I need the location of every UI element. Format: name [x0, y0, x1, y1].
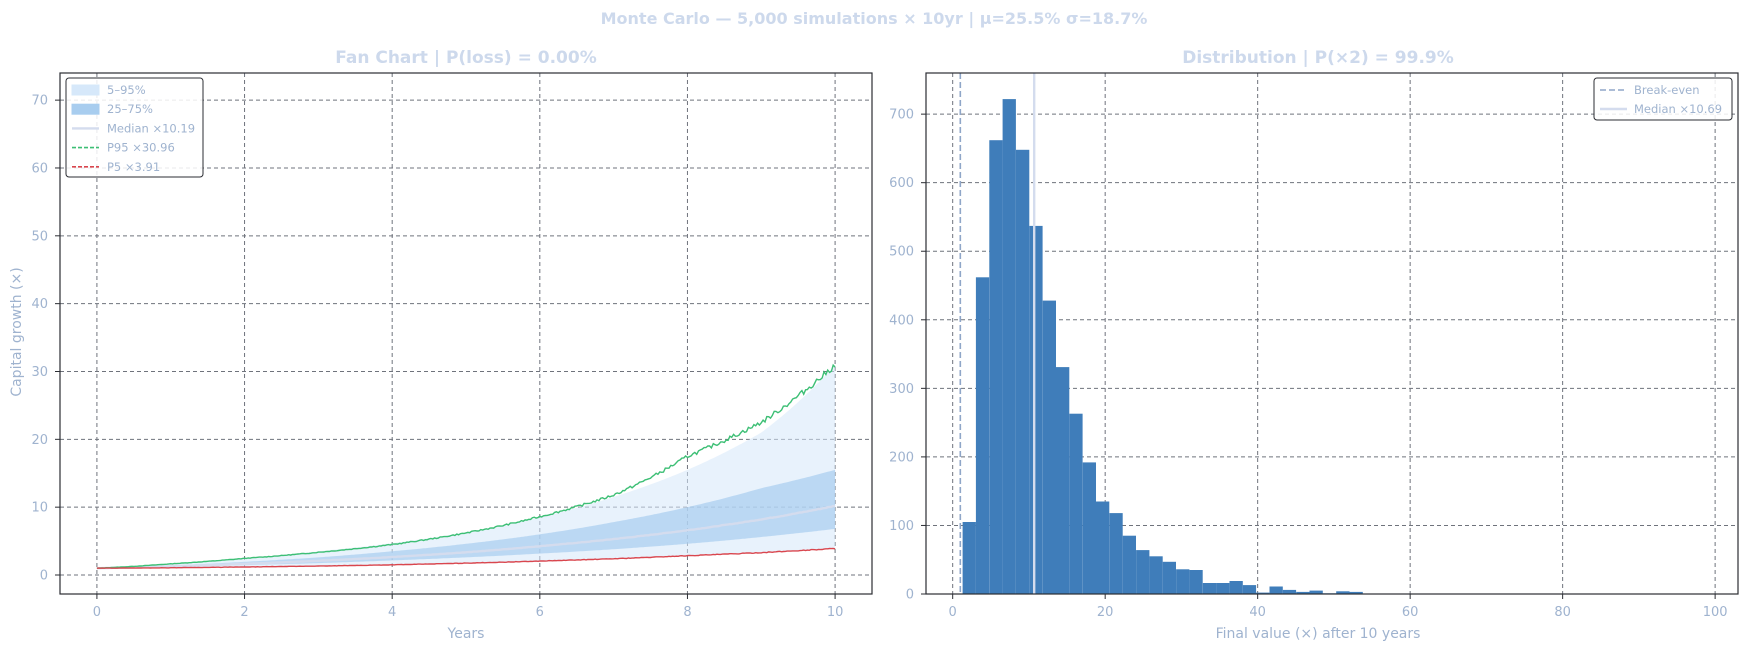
histogram-chart: Distribution | P(×2) = 99.9% 0 20 40 60 80 10… — [889, 48, 1739, 642]
histogram-bar — [1189, 570, 1203, 594]
y-tick-label: 50 — [31, 229, 48, 244]
legend-label: Median ×10.69 — [1634, 102, 1722, 116]
histogram-bar — [1229, 581, 1243, 594]
histogram-frame — [925, 72, 1739, 595]
y-tick-label: 600 — [889, 176, 914, 191]
histogram-bar — [1016, 149, 1030, 595]
y-tick-label: 400 — [889, 313, 914, 328]
fan-chart-x-label: Years — [447, 626, 485, 642]
y-tick-label: 10 — [31, 501, 48, 516]
legend-swatch — [71, 84, 100, 96]
histogram-title: Distribution | P(×2) = 99.9% — [1182, 48, 1454, 68]
histogram-bar — [962, 522, 976, 594]
histogram-bar — [1149, 556, 1163, 594]
histogram-bar — [1349, 591, 1363, 594]
legend-label: P95 ×30.96 — [107, 141, 175, 155]
histogram-ticks: 0 20 40 60 80 100 0 100 200 300 400 500 600 700 — [889, 108, 1727, 620]
histogram-bar — [1216, 583, 1230, 594]
fan-chart-plot-area — [96, 363, 836, 570]
histogram-plot-area — [959, 73, 1363, 595]
legend-label: Median ×10.19 — [107, 121, 195, 135]
histogram-x-label: Final value (×) after 10 years — [1216, 626, 1421, 642]
y-tick-label: 70 — [31, 94, 48, 109]
histogram-bar — [1269, 586, 1283, 594]
histogram-bar — [1082, 462, 1096, 594]
y-tick-label: 0 — [40, 569, 48, 584]
fan-chart-title: Fan Chart | P(loss) = 0.00% — [335, 48, 597, 68]
y-tick-label: 200 — [889, 450, 914, 465]
y-tick-label: 20 — [31, 433, 48, 448]
legend-swatch — [71, 103, 100, 115]
fan-chart-frame — [59, 72, 873, 595]
histogram-bar — [1336, 591, 1350, 594]
histogram-bar — [1309, 590, 1323, 594]
histogram-grid — [926, 73, 1738, 595]
x-tick-label: 60 — [1402, 605, 1419, 620]
histogram-bar — [1069, 413, 1083, 594]
histogram-bar — [1202, 583, 1217, 594]
histogram-bar — [1042, 300, 1056, 594]
legend-label: P5 ×3.91 — [107, 160, 160, 174]
x-tick-label: 10 — [827, 605, 844, 620]
histogram-bar — [1029, 225, 1043, 594]
histogram-bar — [1162, 561, 1176, 594]
histogram-bar — [1296, 591, 1310, 594]
histogram-bar — [975, 277, 990, 594]
x-tick-label: 0 — [93, 605, 101, 620]
y-tick-label: 500 — [889, 245, 914, 260]
legend-frame — [1593, 77, 1733, 121]
p5-line — [96, 547, 836, 569]
x-tick-label: 20 — [1097, 605, 1114, 620]
histogram-bar — [1136, 550, 1150, 594]
y-tick-label: 30 — [31, 365, 48, 380]
x-tick-label: 100 — [1703, 605, 1728, 620]
x-tick-label: 40 — [1249, 605, 1266, 620]
histogram-bar — [989, 140, 1003, 594]
figure-title: Monte Carlo — 5,000 simulations × 10yr |… — [601, 9, 1148, 29]
fan-chart-y-label: Capital growth (×) — [9, 267, 25, 396]
legend-frame — [65, 77, 204, 178]
histogram-bar — [1096, 501, 1110, 594]
x-tick-label: 2 — [240, 605, 248, 620]
x-tick-label: 4 — [388, 605, 396, 620]
median-line — [96, 504, 836, 570]
fan-chart-ticks: 0 2 4 6 8 10 0 10 20 30 40 50 60 70 — [31, 94, 843, 620]
histogram-bar — [1242, 585, 1257, 594]
histogram-bar — [1256, 592, 1270, 594]
p95-line — [96, 363, 836, 569]
x-tick-label: 80 — [1554, 605, 1571, 620]
x-tick-label: 6 — [536, 605, 544, 620]
band-25-75 — [96, 469, 836, 569]
fan-chart: Fan Chart | P(loss) = 0.00% 0 2 4 6 8 10 0 10 20… — [9, 48, 873, 642]
x-tick-label: 0 — [949, 605, 957, 620]
legend-label: Break-even — [1634, 83, 1700, 97]
histogram-bar — [1002, 99, 1016, 594]
histogram-bar — [1056, 367, 1070, 594]
x-tick-label: 8 — [683, 605, 691, 620]
y-tick-label: 300 — [889, 382, 914, 397]
histogram-legend: Break-even Median ×10.69 — [1593, 77, 1733, 121]
y-tick-label: 60 — [31, 161, 48, 176]
fan-chart-legend: 5–95% 25–75% Median ×10.19 P95 ×30.96 P5 ×3.… — [65, 77, 204, 178]
histogram-bar — [1176, 569, 1190, 594]
legend-label: 5–95% — [107, 83, 146, 97]
histogram-bar — [1282, 589, 1297, 594]
legend-label: 25–75% — [107, 102, 153, 116]
y-tick-label: 40 — [31, 297, 48, 312]
histogram-bar — [1109, 513, 1123, 594]
histogram-bar — [1122, 535, 1136, 594]
y-tick-label: 700 — [889, 108, 914, 123]
y-tick-label: 100 — [889, 519, 914, 534]
y-tick-label: 0 — [906, 588, 914, 603]
